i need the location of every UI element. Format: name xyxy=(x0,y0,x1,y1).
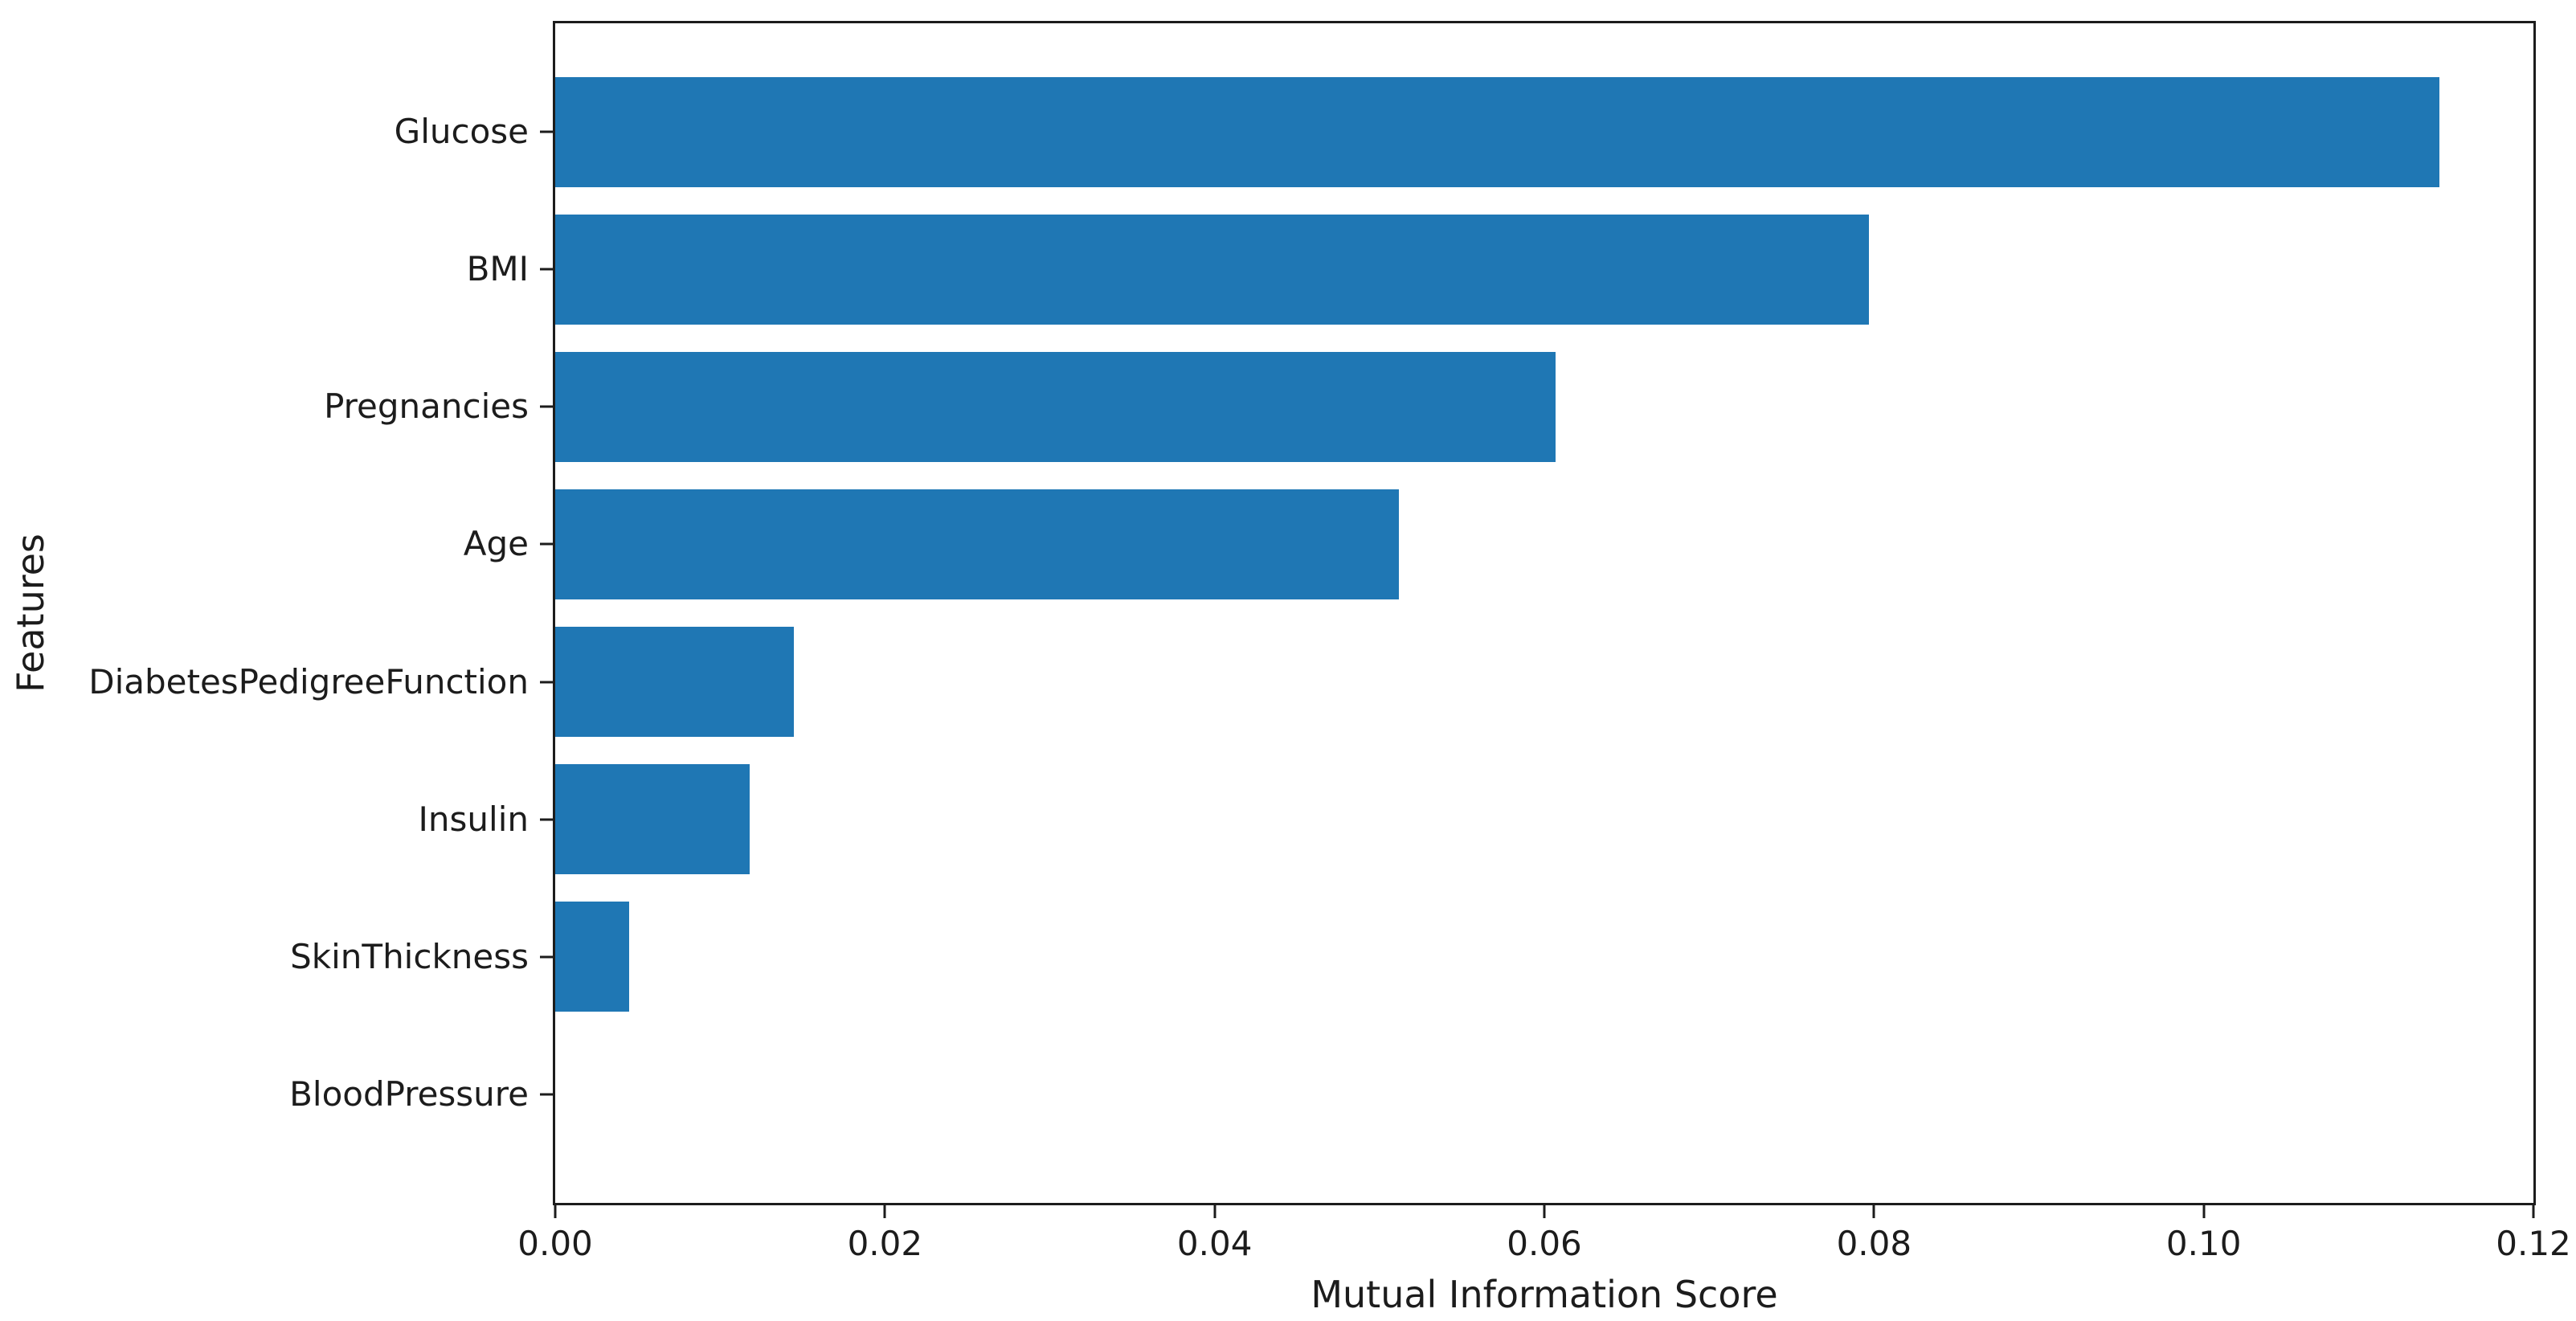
y-tick-label-age: Age xyxy=(463,524,529,564)
y-axis-label-wrap: Features xyxy=(0,21,61,1205)
plot-area: 0.00 0.02 0.04 0.06 0.08 0.10 0.12 Glucose BMI P… xyxy=(88,21,2571,1263)
y-tick-mark-age xyxy=(540,542,555,546)
y-tick-mark-skinthickness xyxy=(540,955,555,959)
y-tick-label-pregnancies: Pregnancies xyxy=(324,386,529,427)
y-tick-label-diabetespedigreefunction: DiabetesPedigreeFunction xyxy=(88,661,529,701)
bar-diabetespedigreefunction xyxy=(555,627,795,737)
y-tick-mark-diabetespedigreefunction xyxy=(540,681,555,684)
x-tick-label-0.06: 0.06 xyxy=(1507,1224,1582,1263)
y-tick-mark-insulin xyxy=(540,818,555,821)
x-tick-mark-0.00 xyxy=(554,1203,557,1218)
bar-skinthickness xyxy=(555,902,630,1012)
x-tick-mark-0.06 xyxy=(1543,1203,1546,1218)
y-tick-mark-pregnancies xyxy=(540,405,555,408)
x-tick-mark-0.12 xyxy=(2532,1203,2535,1218)
y-tick-mark-bloodpressure xyxy=(540,1093,555,1096)
y-tick-mark-glucose xyxy=(540,130,555,133)
bar-bmi xyxy=(555,214,1870,325)
y-tick-label-bloodpressure: BloodPressure xyxy=(289,1074,529,1114)
y-tick-mark-bmi xyxy=(540,268,555,271)
bar-insulin xyxy=(555,764,750,875)
x-tick-label-0.02: 0.02 xyxy=(847,1224,923,1263)
x-tick-mark-0.04 xyxy=(1213,1203,1216,1218)
y-tick-label-bmi: BMI xyxy=(466,249,529,289)
x-tick-mark-0.02 xyxy=(883,1203,886,1218)
x-tick-label-0.04: 0.04 xyxy=(1176,1224,1253,1263)
x-tick-label-0.12: 0.12 xyxy=(2496,1224,2571,1263)
bar-age xyxy=(555,489,1400,599)
bar-pregnancies xyxy=(555,351,1556,462)
y-axis-label: Features xyxy=(9,534,53,693)
x-tick-label-0.10: 0.10 xyxy=(2165,1224,2242,1263)
x-tick-mark-0.10 xyxy=(2202,1203,2206,1218)
y-tick-label-insulin: Insulin xyxy=(418,799,529,839)
bar-glucose xyxy=(555,76,2440,187)
x-axis-label: Mutual Information Score xyxy=(1310,1273,1778,1316)
y-tick-label-glucose: Glucose xyxy=(394,112,529,152)
x-tick-label-0.00: 0.00 xyxy=(517,1224,593,1263)
x-tick-label-0.08: 0.08 xyxy=(1836,1224,1912,1263)
y-tick-label-skinthickness: SkinThickness xyxy=(290,936,529,976)
x-tick-mark-0.08 xyxy=(1872,1203,1875,1218)
